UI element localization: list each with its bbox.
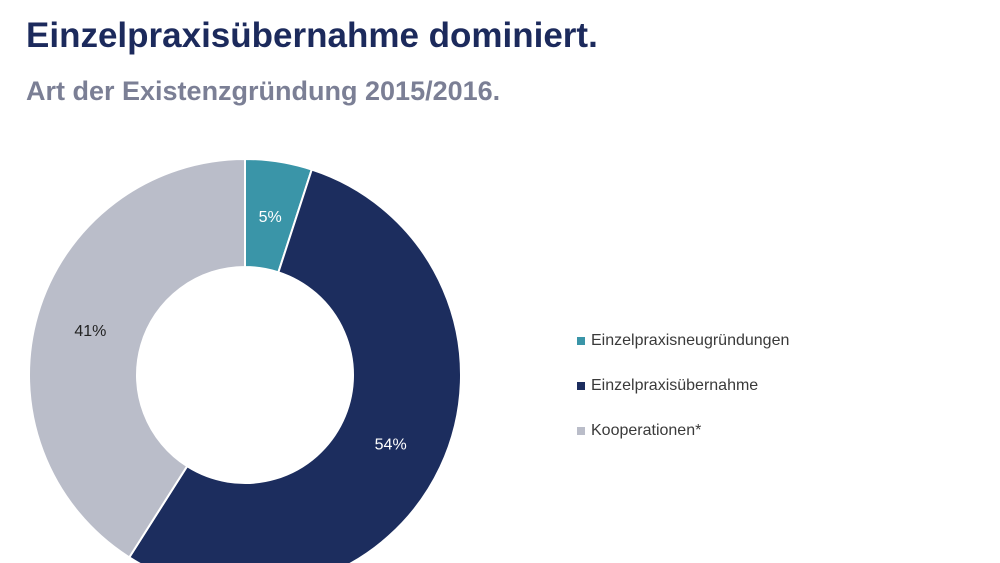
donut-slice-2 [127, 168, 462, 563]
legend-item: Kooperationen* [577, 420, 789, 442]
chart-title: Einzelpraxisübernahme dominiert. [26, 16, 598, 55]
legend-item: Einzelpraxisneugründungen [577, 330, 789, 352]
data-label-2: 54% [375, 437, 407, 454]
legend-label: Einzelpraxisneugründungen [591, 332, 790, 349]
data-label-1: 5% [259, 209, 282, 226]
data-label-3: 41% [74, 323, 106, 340]
legend: Einzelpraxisneugründungen Einzelpraxisübe… [577, 330, 789, 465]
legend-swatch [577, 427, 585, 435]
legend-swatch [577, 382, 585, 390]
chart-subtitle: Art der Existenzgründung 2015/2016. [26, 76, 501, 106]
legend-label: Kooperationen* [591, 422, 702, 439]
legend-item: Einzelpraxisübernahme [577, 375, 789, 397]
donut-slice-3 [28, 157, 246, 559]
legend-label: Einzelpraxisübernahme [591, 377, 759, 394]
legend-swatch [577, 337, 585, 345]
